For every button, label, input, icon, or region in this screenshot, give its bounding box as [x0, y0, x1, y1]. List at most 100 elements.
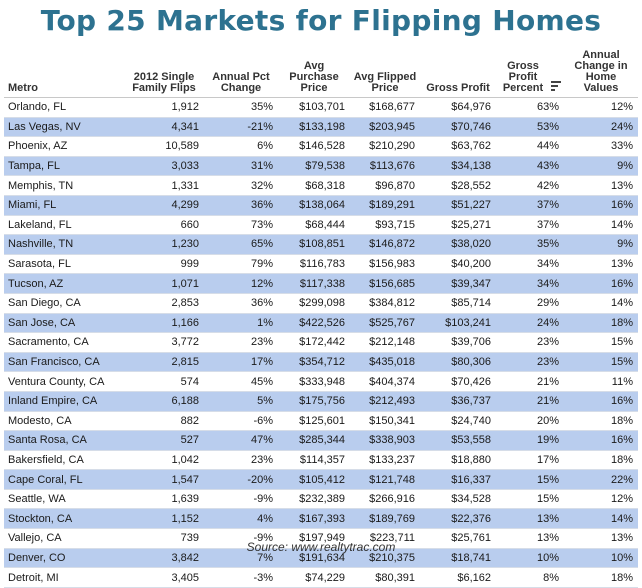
cell-annual-pct-change: -6% [204, 411, 278, 432]
col-header-flips[interactable]: 2012 Single Family Flips [124, 44, 204, 98]
cell-annual-change-home-values: 18% [564, 313, 638, 334]
table-row[interactable]: Orlando, FL 1,912 35% $103,701 $168,677 $64,9… [4, 97, 638, 118]
header-row: Metro 2012 Single Family Flips Annual Pc… [4, 44, 638, 98]
col-header-metro[interactable]: Metro [4, 44, 124, 98]
table-row[interactable]: Las Vegas, NV 4,341 -21% $133,198 $203,945 $7… [4, 117, 638, 138]
cell-avg-flipped-price: $121,748 [350, 469, 420, 490]
cell-annual-pct-change: 5% [204, 391, 278, 412]
cell-gross-profit: $51,227 [420, 195, 496, 216]
cell-avg-purchase-price: $114,357 [278, 450, 350, 471]
cell-gross-profit: $36,737 [420, 391, 496, 412]
table-row[interactable]: Seattle, WA 1,639 -9% $232,389 $266,916 $34,5… [4, 489, 638, 510]
cell-metro: Tampa, FL [4, 156, 124, 177]
table-body: Orlando, FL 1,912 35% $103,701 $168,677 $64,9… [4, 97, 638, 588]
cell-avg-purchase-price: $79,538 [278, 156, 350, 177]
col-header-gross-profit[interactable]: Gross Profit [420, 44, 496, 98]
table-row[interactable]: Detroit, MI 3,405 -3% $74,229 $80,391 $6,162 8… [4, 567, 638, 588]
cell-metro: Cape Coral, FL [4, 469, 124, 490]
cell-gross-profit: $64,976 [420, 97, 496, 118]
cell-flips: 1,331 [124, 175, 204, 196]
cell-avg-flipped-price: $266,916 [350, 489, 420, 510]
cell-avg-purchase-price: $175,756 [278, 391, 350, 412]
table-row[interactable]: Tampa, FL 3,033 31% $79,538 $113,676 $34,138 4… [4, 156, 638, 177]
table-row[interactable]: Phoenix, AZ 10,589 6% $146,528 $210,290 $63,7… [4, 136, 638, 157]
cell-gross-profit-percent: 15% [496, 469, 564, 490]
col-header-annual-change-home-values[interactable]: Annual Change in Home Values [564, 44, 638, 98]
cell-metro: Bakersfield, CA [4, 450, 124, 471]
cell-annual-pct-change: 23% [204, 332, 278, 353]
cell-annual-change-home-values: 14% [564, 215, 638, 236]
cell-gross-profit-percent: 21% [496, 391, 564, 412]
cell-gross-profit: $24,740 [420, 411, 496, 432]
cell-flips: 739 [124, 528, 204, 549]
cell-avg-purchase-price: $146,528 [278, 136, 350, 157]
cell-annual-pct-change: 17% [204, 352, 278, 373]
table-row[interactable]: Modesto, CA 882 -6% $125,601 $150,341 $24,740… [4, 411, 638, 432]
cell-metro: Nashville, TN [4, 234, 124, 255]
cell-flips: 660 [124, 215, 204, 236]
table-row[interactable]: San Diego, CA 2,853 36% $299,098 $384,812 $85… [4, 293, 638, 314]
table-row[interactable]: Sarasota, FL 999 79% $116,783 $156,983 $40,20… [4, 254, 638, 275]
table-row[interactable]: Tucson, AZ 1,071 12% $117,338 $156,685 $39,34… [4, 273, 638, 294]
table-row[interactable]: Lakeland, FL 660 73% $68,444 $93,715 $25,271 3… [4, 215, 638, 236]
cell-flips: 10,589 [124, 136, 204, 157]
cell-avg-flipped-price: $146,872 [350, 234, 420, 255]
cell-avg-flipped-price: $212,493 [350, 391, 420, 412]
cell-annual-change-home-values: 22% [564, 469, 638, 490]
col-header-gross-profit-percent[interactable]: Gross Profit Percent [496, 44, 564, 98]
table-row[interactable]: Inland Empire, CA 6,188 5% $175,756 $212,493… [4, 391, 638, 412]
cell-avg-purchase-price: $117,338 [278, 273, 350, 294]
cell-avg-purchase-price: $138,064 [278, 195, 350, 216]
cell-avg-purchase-price: $299,098 [278, 293, 350, 314]
cell-annual-change-home-values: 16% [564, 430, 638, 451]
table-row[interactable]: Ventura County, CA 574 45% $333,948 $404,374… [4, 371, 638, 392]
cell-gross-profit-percent: 34% [496, 254, 564, 275]
cell-annual-change-home-values: 33% [564, 136, 638, 157]
cell-gross-profit-percent: 34% [496, 273, 564, 294]
cell-avg-purchase-price: $108,851 [278, 234, 350, 255]
cell-gross-profit-percent: 15% [496, 489, 564, 510]
sort-descending-icon[interactable] [551, 81, 561, 94]
cell-flips: 2,815 [124, 352, 204, 373]
table-row[interactable]: Sacramento, CA 3,772 23% $172,442 $212,148 $3… [4, 332, 638, 353]
table-row[interactable]: Stockton, CA 1,152 4% $167,393 $189,769 $22,3… [4, 508, 638, 530]
cell-avg-purchase-price: $167,393 [278, 508, 350, 530]
cell-annual-change-home-values: 11% [564, 371, 638, 392]
cell-avg-flipped-price: $168,677 [350, 97, 420, 118]
cell-gross-profit-percent: 13% [496, 528, 564, 549]
cell-annual-pct-change: 12% [204, 273, 278, 294]
cell-gross-profit: $25,761 [420, 528, 496, 549]
source-note: Source: www.realtytrac.com [246, 540, 396, 554]
table-row[interactable]: Miami, FL 4,299 36% $138,064 $189,291 $51,227… [4, 195, 638, 216]
cell-avg-flipped-price: $223,711 [350, 528, 420, 549]
table-row[interactable]: Memphis, TN 1,331 32% $68,318 $96,870 $28,552… [4, 175, 638, 196]
table-row[interactable]: Bakersfield, CA 1,042 23% $114,357 $133,237 $… [4, 450, 638, 471]
table-row[interactable]: San Jose, CA 1,166 1% $422,526 $525,767 $103,… [4, 313, 638, 334]
cell-metro: Phoenix, AZ [4, 136, 124, 157]
markets-table: Metro 2012 Single Family Flips Annual Pc… [4, 44, 638, 588]
table-row[interactable]: Vallejo, CA 739 -9% $197,949 $223,711 $25,761… [4, 528, 638, 549]
cell-avg-flipped-price: $133,237 [350, 450, 420, 471]
table-row[interactable]: San Francisco, CA 2,815 17% $354,712 $435,01… [4, 352, 638, 373]
col-header-avg-flipped-price[interactable]: Avg Flipped Price [350, 44, 420, 98]
cell-gross-profit: $53,558 [420, 430, 496, 451]
cell-gross-profit: $25,271 [420, 215, 496, 236]
col-header-avg-purchase-price[interactable]: Avg Purchase Price [278, 44, 350, 98]
cell-gross-profit: $63,762 [420, 136, 496, 157]
cell-gross-profit-percent: 23% [496, 332, 564, 353]
cell-metro: Detroit, MI [4, 567, 124, 588]
cell-annual-pct-change: 79% [204, 254, 278, 275]
cell-flips: 3,772 [124, 332, 204, 353]
cell-gross-profit-percent: 19% [496, 430, 564, 451]
table-row[interactable]: Santa Rosa, CA 527 47% $285,344 $338,903 $53,… [4, 430, 638, 451]
cell-flips: 4,341 [124, 117, 204, 138]
cell-annual-change-home-values: 18% [564, 567, 638, 588]
cell-flips: 1,166 [124, 313, 204, 334]
col-header-annual-pct-change[interactable]: Annual Pct Change [204, 44, 278, 98]
cell-annual-pct-change: 35% [204, 97, 278, 118]
cell-avg-purchase-price: $74,229 [278, 567, 350, 588]
table-row[interactable]: Cape Coral, FL 1,547 -20% $105,412 $121,748 $… [4, 469, 638, 490]
cell-gross-profit-percent: 24% [496, 313, 564, 334]
table-row[interactable]: Nashville, TN 1,230 65% $108,851 $146,872 $38… [4, 234, 638, 255]
cell-avg-flipped-price: $156,983 [350, 254, 420, 275]
